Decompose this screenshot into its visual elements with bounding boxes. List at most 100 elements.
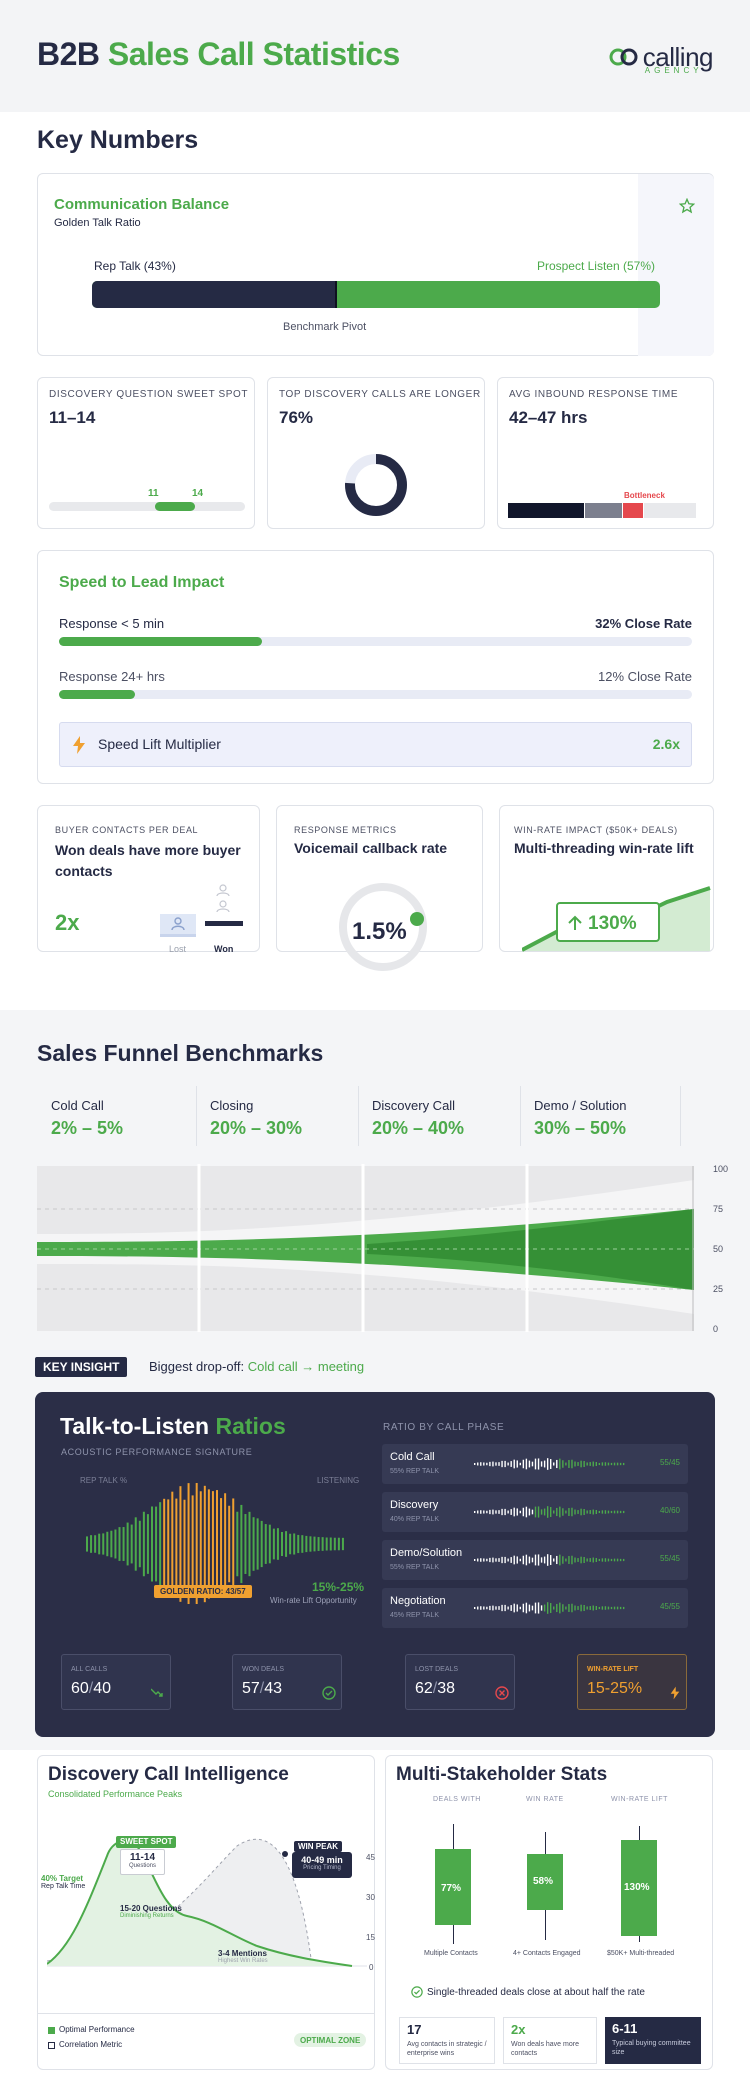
phase-wave-bar: [556, 1507, 558, 1517]
waveform-bar: [341, 1537, 344, 1551]
waveform-bar: [244, 1514, 247, 1574]
candle-body: [621, 1840, 657, 1936]
phase-sub: 55% REP TALK: [390, 1564, 440, 1571]
phase-wave-bar: [531, 1605, 534, 1611]
waveform-bar: [333, 1537, 336, 1551]
phase-wave-bar: [492, 1557, 494, 1563]
phase-wave-bar: [546, 1458, 549, 1470]
waveform-bar: [86, 1536, 88, 1552]
box-value: 6-11: [612, 2021, 638, 2036]
phase-wave-bar: [480, 1462, 482, 1466]
won-bar: [205, 921, 243, 926]
phase-wave-bar: [562, 1460, 564, 1468]
check-circle-icon: [322, 1686, 336, 1700]
phase-wave-bar: [577, 1510, 579, 1514]
q1520-label: 15-20 Questions: [120, 1904, 182, 1913]
phase-wave-bar: [586, 1462, 588, 1466]
y-tick: 45: [366, 1853, 375, 1862]
phase-wave-bar: [571, 1603, 573, 1613]
phase-wave-bar: [519, 1558, 521, 1562]
stage-name: Cold Call: [51, 1098, 104, 1113]
phase-wave-bar: [483, 1606, 485, 1610]
star-icon[interactable]: [679, 198, 695, 214]
x-circle-icon: [495, 1686, 509, 1700]
talk-listen-title: Talk-to-Listen Ratios: [60, 1413, 286, 1440]
ratio-stats-row: ALL CALLS 60/40 WON DEALS 57/43 LOST DEA…: [61, 1654, 688, 1710]
inbound-response-card: AVG INBOUND RESPONSE TIME 42–47 hrs Bott…: [497, 377, 714, 529]
phase-wave-bar: [543, 1556, 546, 1564]
phase-wave-bar: [574, 1557, 576, 1563]
arrow-up-icon: [568, 915, 582, 930]
waveform-bar: [179, 1486, 182, 1602]
axis-tick: 100: [713, 1164, 729, 1174]
stat-box-committee: 6-11 Typical buying committee size: [605, 2017, 701, 2064]
slow-response-track: [59, 690, 692, 699]
y-tick: 30: [366, 1893, 375, 1902]
phase-wave-bar: [546, 1602, 549, 1614]
phase-wave-bar: [592, 1461, 594, 1467]
phase-wave-bar: [601, 1558, 604, 1562]
stat-label: LOST DEALS: [415, 1666, 459, 1673]
phase-wave-bar: [583, 1556, 585, 1564]
benchmark-pivot-line: [335, 281, 338, 308]
stage-range: 2% – 5%: [51, 1118, 124, 1138]
candle-value: 77%: [441, 1883, 462, 1894]
title-prefix: B2B: [37, 36, 100, 72]
phase-wave-bar: [480, 1606, 482, 1610]
waveform-bar: [220, 1498, 223, 1590]
waveform-bar: [228, 1505, 231, 1583]
phase-wave-bar: [565, 1606, 567, 1610]
stat-label: WON DEALS: [242, 1666, 285, 1673]
phase-wave-bar: [501, 1508, 503, 1516]
talk-listen-card: Talk-to-Listen Ratios ACOUSTIC PERFORMAN…: [35, 1392, 715, 1737]
page-header: B2B Sales Call Statistics calling AGENCY: [0, 0, 750, 112]
waveform-bar: [142, 1511, 145, 1577]
stat-value: 60/40: [71, 1680, 112, 1697]
phase-wave-bar: [495, 1606, 497, 1610]
golden-ratio-badge: GOLDEN RATIO: 43/57: [154, 1585, 252, 1598]
phase-wave-bar: [610, 1510, 613, 1514]
speed-to-lead-card: Speed to Lead Impact Response < 5 min 32…: [37, 550, 714, 784]
phase-wave-bar: [504, 1604, 506, 1612]
phase-wave-bar: [574, 1605, 576, 1611]
phase-wave-bar: [607, 1606, 610, 1610]
waveform-bar: [134, 1517, 137, 1571]
multiplier-label: Speed Lift Multiplier: [98, 736, 221, 752]
phase-wave-bar: [580, 1604, 582, 1612]
waveform-bar: [211, 1491, 214, 1597]
phase-wave-bar: [550, 1555, 552, 1565]
phase-sub: 55% REP TALK: [390, 1468, 440, 1475]
phase-wave-bar: [592, 1557, 594, 1563]
stat-b: 40: [93, 1680, 112, 1697]
target-sub: Rep Talk Time: [41, 1883, 86, 1890]
phase-wave-bar: [510, 1509, 512, 1515]
phase-wave-bar: [504, 1508, 506, 1516]
phase-wave-bar: [613, 1606, 616, 1610]
win-peak-value: 40-49 min: [301, 1855, 343, 1865]
stat-value: 62/38: [415, 1680, 456, 1697]
waveform-bar: [110, 1530, 113, 1558]
voicemail-label: RESPONSE METRICS: [294, 825, 397, 835]
buyer-contacts-label: BUYER CONTACTS PER DEAL: [55, 825, 199, 835]
stage-range: 20% – 40%: [372, 1118, 465, 1138]
fast-response-rate: 32% Close Rate: [595, 616, 692, 631]
check-circle-icon: [411, 1986, 423, 1998]
lift-value: 15%-25%: [312, 1580, 365, 1594]
funnel-section-title: Sales Funnel Benchmarks: [37, 1040, 324, 1066]
phase-ratio: 55/45: [659, 1554, 680, 1563]
phase-wave-bar: [577, 1558, 579, 1562]
stage-header-discovery: Discovery Call 20% – 40%: [360, 1086, 521, 1146]
phase-wave-bar: [586, 1558, 588, 1562]
win-peak-tag: WIN PEAK: [294, 1841, 342, 1852]
waveform-bar: [114, 1529, 117, 1559]
waveform-bar: [146, 1514, 149, 1574]
phase-wave-bar: [616, 1606, 619, 1610]
phase-wave-bar: [474, 1463, 476, 1465]
waveform-bar: [305, 1535, 308, 1553]
phase-wave-bar: [583, 1604, 585, 1612]
brand-logo[interactable]: calling AGENCY: [609, 40, 714, 75]
phase-wave-bar: [477, 1606, 479, 1610]
phase-name: Negotiation: [390, 1595, 446, 1607]
win-peak-box: 40-49 min Pricing Timing: [292, 1852, 352, 1878]
waveform-bar: [195, 1483, 198, 1604]
